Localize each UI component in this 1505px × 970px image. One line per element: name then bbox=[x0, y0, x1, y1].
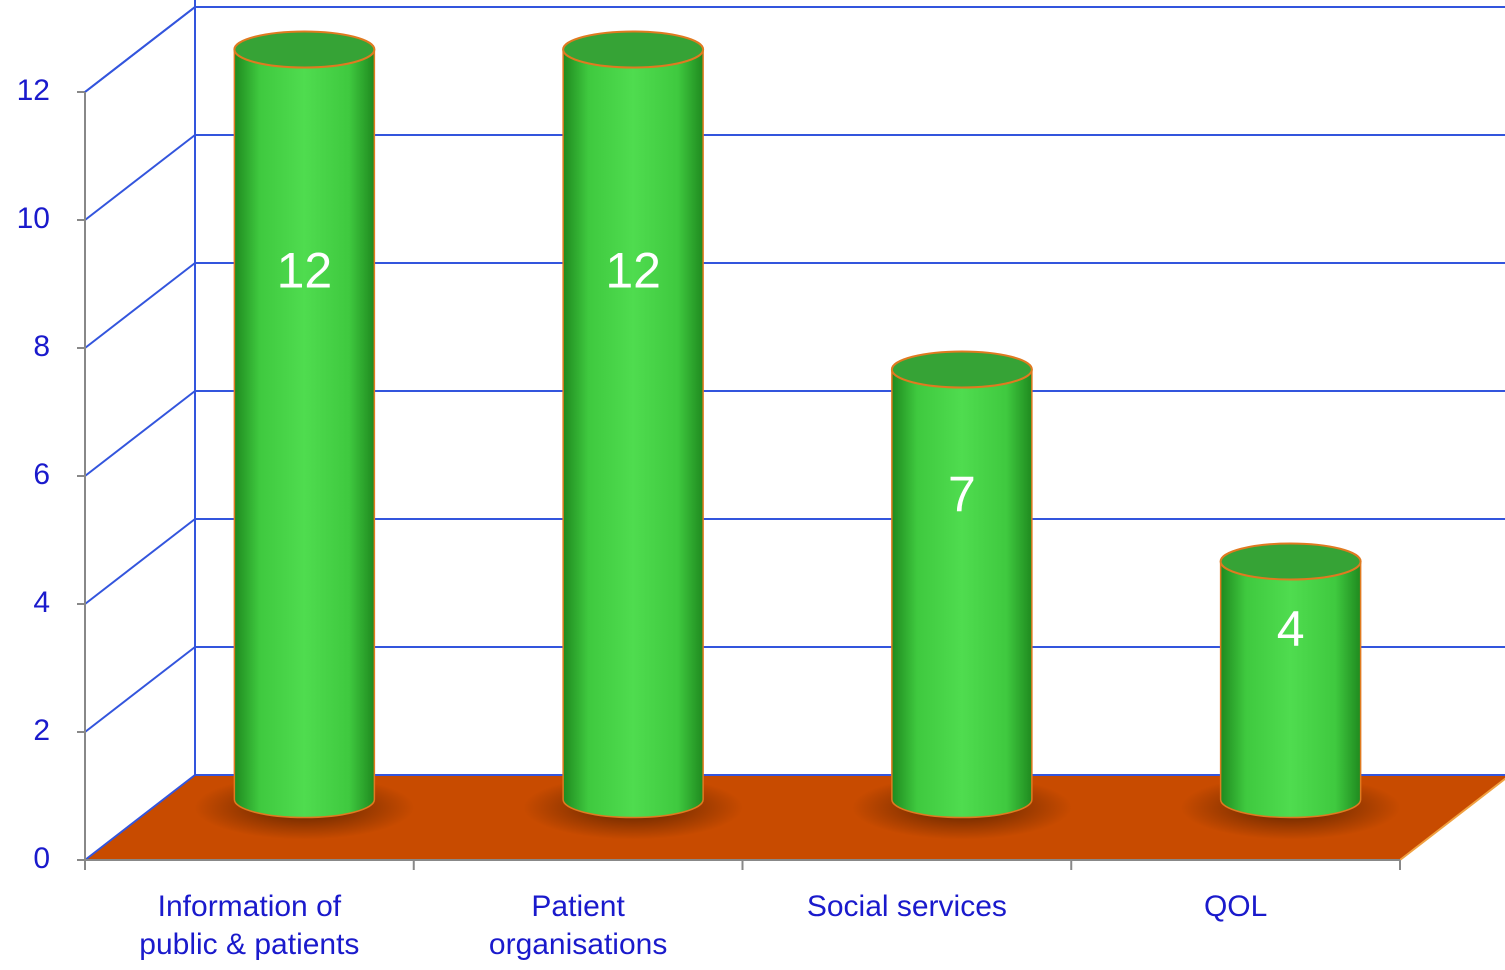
x-tick-label: Patient organisations bbox=[489, 890, 667, 961]
y-tick-label: 8 bbox=[33, 330, 50, 363]
value-label: 7 bbox=[948, 467, 976, 523]
y-tick-label: 10 bbox=[17, 202, 50, 235]
cylinder-top bbox=[890, 350, 1033, 389]
value-label: 12 bbox=[277, 243, 333, 299]
cylinder bbox=[194, 30, 415, 840]
floor-edge bbox=[1399, 777, 1505, 861]
cylinder-body bbox=[1219, 560, 1362, 819]
value-label: 12 bbox=[605, 243, 661, 299]
x-tick-label: QOL bbox=[1204, 890, 1267, 923]
cylinder-body bbox=[891, 368, 1033, 819]
cylinder-body bbox=[562, 48, 704, 819]
cylinder bbox=[851, 350, 1072, 840]
grid-line bbox=[84, 134, 196, 221]
value-label: 4 bbox=[1277, 601, 1305, 657]
cylinder-top bbox=[1219, 542, 1362, 581]
grid-line bbox=[84, 646, 196, 733]
cylinder-body bbox=[233, 48, 376, 819]
grid-line bbox=[84, 262, 196, 349]
floor bbox=[85, 775, 1505, 860]
grid-line bbox=[84, 390, 196, 477]
y-tick-label: 12 bbox=[17, 74, 50, 107]
x-tick-label: Information of public & patients bbox=[139, 890, 359, 961]
y-tick-label: 6 bbox=[33, 458, 50, 491]
cylinder bbox=[1180, 542, 1401, 840]
y-tick-label: 4 bbox=[33, 586, 50, 619]
cylinder bbox=[523, 30, 744, 840]
grid-line bbox=[84, 774, 196, 861]
y-tick-label: 2 bbox=[33, 714, 50, 747]
y-tick-label: 0 bbox=[33, 842, 50, 875]
back-wall-top bbox=[84, 6, 196, 93]
cylinder-top bbox=[562, 30, 705, 69]
x-tick-label: Social services bbox=[807, 890, 1007, 923]
grid-line bbox=[84, 518, 196, 605]
cylinder-top bbox=[233, 30, 376, 69]
